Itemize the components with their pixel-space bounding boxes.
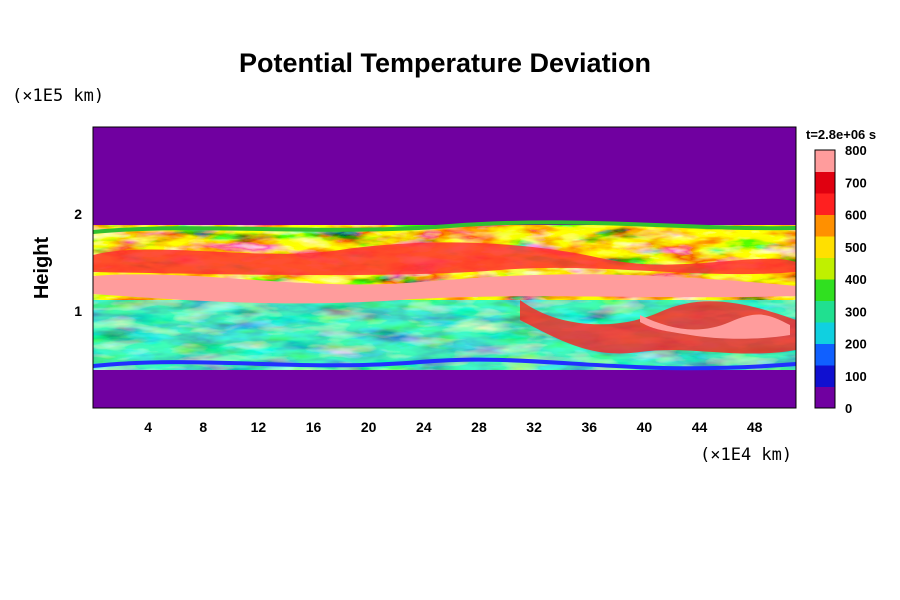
colorbar-tick-label: 800 [845,143,867,158]
colorbar-segment [815,150,835,172]
x-tick-label: 28 [471,419,487,435]
y-tick-labels: 12 [74,206,82,319]
colorbar [814,149,836,409]
lower-plume-core [640,314,790,339]
colorbar-segment [815,214,835,237]
colorbar-tick-labels: 0 100 200 300 400 500 600 700 800 [845,143,867,416]
colorbar-segment [815,365,835,387]
colorbar-segment [815,257,835,280]
x-tick-label: 20 [361,419,377,435]
colorbar-tick-label: 400 [845,272,867,287]
colorbar-tick-label: 0 [845,401,852,416]
colorbar-tick-label: 200 [845,337,867,352]
x-tick-label: 16 [306,419,322,435]
colorbar-tick-label: 700 [845,175,867,190]
plot-frame [92,126,797,409]
y-axis-label: Height [31,237,53,300]
x-tick-label: 44 [692,419,708,435]
y-unit-label: (×1E5 km) [12,86,104,106]
colorbar-segment [815,343,835,366]
colorbar-segment [815,193,835,215]
colorbar-tick-label: 100 [845,369,867,384]
x-tick-label: 40 [637,419,653,435]
colorbar-segment [815,171,835,194]
top-edge [93,220,796,234]
colorbar-segment [815,386,835,409]
y-tick-label: 1 [74,303,82,319]
colorbar-segment [815,236,835,258]
x-tick-label: 8 [199,419,207,435]
colorbar-segment [815,322,835,344]
colorbar-segment [815,279,835,301]
time-label: t=2.8e+06 s [806,127,876,142]
x-tick-label: 48 [747,419,763,435]
x-tick-label: 4 [144,419,152,435]
colorbar-tick-label: 600 [845,208,867,223]
bottom-edge [93,357,796,371]
colorbar-segment [815,300,835,323]
x-tick-label: 36 [581,419,597,435]
colorbar-frame [814,149,836,409]
x-unit-label: (×1E4 km) [700,445,792,465]
x-tick-labels: 4 8 12 16 20 24 28 32 36 40 44 48 [144,419,762,435]
heatmap-field [93,127,796,408]
colorbar-tick-label: 500 [845,240,867,255]
y-tick-label: 2 [74,206,82,222]
core-band-upper [93,242,796,276]
x-tick-label: 24 [416,419,432,435]
chart-title: Potential Temperature Deviation [239,48,651,78]
x-tick-label: 12 [251,419,267,435]
colorbar-tick-label: 300 [845,304,867,319]
core-band [93,274,796,304]
x-tick-label: 32 [526,419,542,435]
